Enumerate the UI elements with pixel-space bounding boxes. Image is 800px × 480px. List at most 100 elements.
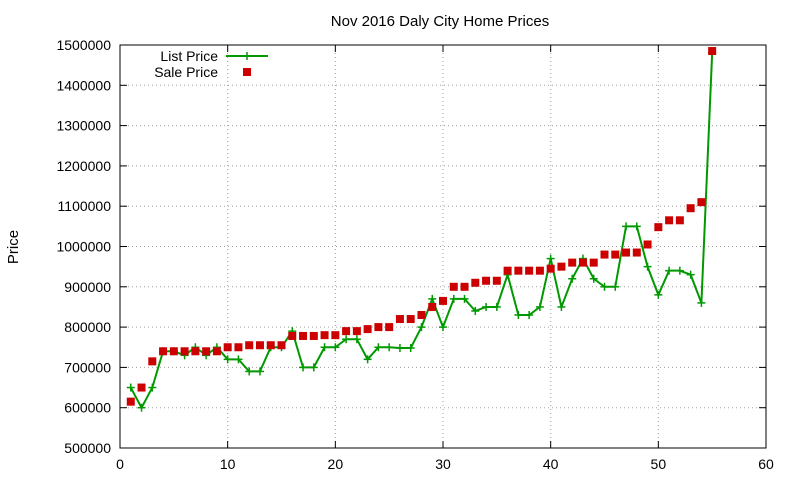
- data-point: [471, 278, 480, 287]
- data-point: [299, 363, 308, 372]
- data-point: [665, 266, 674, 275]
- x-tick-label: 10: [220, 456, 236, 472]
- data-point: [654, 223, 663, 232]
- y-tick-label: 1300000: [56, 118, 111, 134]
- data-point: [385, 343, 394, 352]
- data-point: [439, 296, 447, 305]
- x-tick-label: 50: [651, 456, 667, 472]
- data-point: [546, 254, 555, 263]
- data-point: [546, 264, 555, 273]
- legend-label: List Price: [160, 48, 218, 64]
- data-point: [277, 341, 286, 350]
- data-point: [460, 282, 469, 291]
- data-point: [234, 355, 243, 364]
- data-point: [342, 335, 351, 344]
- data-point: [245, 341, 254, 350]
- data-point: [428, 302, 437, 311]
- data-point: [643, 262, 652, 271]
- y-tick-label: 500000: [64, 440, 111, 456]
- data-point: [234, 343, 243, 352]
- data-point: [374, 323, 383, 332]
- data-point: [643, 240, 652, 249]
- data-point: [535, 302, 544, 311]
- data-point: [535, 266, 544, 275]
- data-point: [395, 344, 404, 353]
- data-point: [212, 347, 221, 356]
- data-point: [309, 331, 318, 340]
- data-point: [449, 294, 458, 303]
- data-point: [697, 298, 706, 307]
- data-point: [137, 403, 146, 412]
- data-point: [514, 266, 523, 275]
- data-point: [126, 397, 135, 406]
- data-point: [202, 347, 211, 356]
- data-point: [675, 216, 684, 225]
- y-tick-label: 900000: [64, 279, 111, 295]
- data-point: [697, 198, 706, 207]
- data-point: [482, 276, 491, 285]
- data-point: [686, 270, 695, 279]
- data-point: [191, 347, 200, 356]
- data-point: [352, 327, 361, 336]
- data-point: [180, 347, 189, 356]
- x-tick-label: 0: [116, 456, 124, 472]
- data-point: [288, 331, 297, 340]
- data-point: [492, 302, 501, 311]
- data-point: [137, 383, 146, 392]
- tick-labels: 500000 600000 700000 800000 900000 1000000 110…: [56, 37, 774, 472]
- grid-lines: [120, 45, 766, 448]
- data-point: [675, 266, 684, 275]
- y-tick-label: 1500000: [56, 37, 111, 53]
- y-tick-label: 1400000: [56, 77, 111, 93]
- data-point: [557, 262, 566, 271]
- data-point: [632, 222, 641, 231]
- data-point: [148, 383, 157, 392]
- x-tick-label: 30: [435, 456, 451, 472]
- data-point: [352, 335, 361, 344]
- data-point: [223, 355, 232, 364]
- data-point: [503, 266, 512, 275]
- data-point: [331, 343, 340, 352]
- data-point: [600, 250, 609, 259]
- data-point: [363, 355, 372, 364]
- data-point: [255, 367, 264, 376]
- y-tick-label: 1100000: [58, 198, 112, 214]
- data-point: [428, 294, 437, 303]
- data-point: [471, 306, 480, 315]
- y-tick-label: 700000: [64, 359, 111, 375]
- data-point: [223, 343, 232, 352]
- data-point: [255, 341, 264, 350]
- x-tick-label: 60: [758, 456, 774, 472]
- data-point: [266, 341, 275, 350]
- y-tick-label: 1200000: [56, 158, 111, 174]
- data-point: [622, 248, 631, 257]
- y-axis-label: Price: [5, 230, 22, 264]
- data-point: [665, 216, 674, 225]
- data-point: [299, 331, 308, 340]
- data-point: [589, 258, 598, 267]
- legend-swatch-marker: [243, 52, 251, 60]
- y-tick-label: 800000: [64, 319, 111, 335]
- data-point: [632, 248, 641, 257]
- plot-frame: [119, 44, 767, 449]
- data-point: [654, 290, 663, 299]
- legend-swatch-marker: [243, 68, 251, 76]
- data-point: [342, 327, 351, 336]
- data-point: [169, 347, 178, 356]
- data-point: [406, 344, 415, 353]
- data-point: [374, 343, 383, 352]
- y-tick-label: 600000: [64, 400, 111, 416]
- data-point: [611, 250, 620, 259]
- data-point: [492, 276, 501, 285]
- data-point: [568, 274, 577, 283]
- data-point: [460, 294, 469, 303]
- data-point: [708, 47, 717, 56]
- data-point: [578, 258, 587, 267]
- legend-label: Sale Price: [154, 64, 218, 80]
- data-point: [406, 315, 415, 324]
- data-point: [320, 343, 329, 352]
- data-point: [525, 266, 534, 275]
- data-point: [159, 347, 168, 356]
- data-point: [557, 302, 566, 311]
